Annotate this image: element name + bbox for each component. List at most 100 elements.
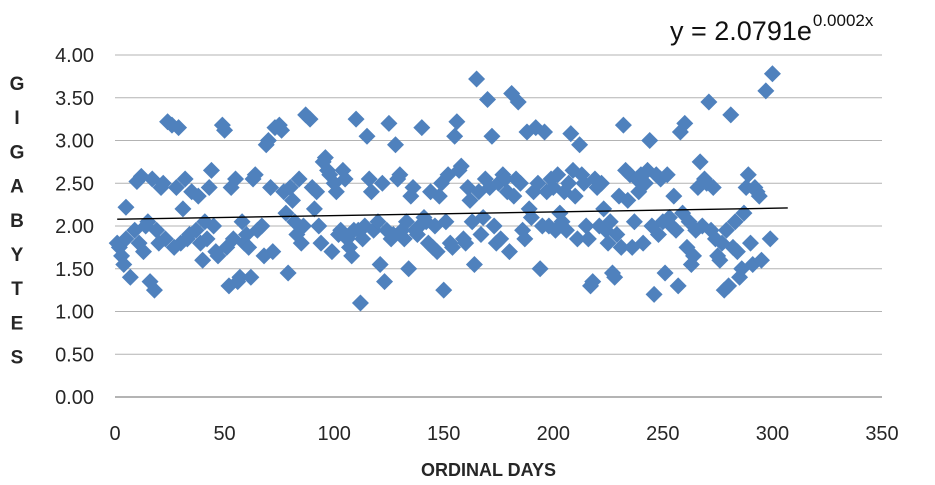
y-axis-label-letter: I	[14, 108, 19, 129]
data-point	[579, 230, 597, 248]
data-point	[606, 268, 624, 286]
data-point	[763, 65, 781, 83]
data-point	[728, 243, 746, 261]
data-point	[231, 268, 249, 286]
data-point	[443, 238, 461, 256]
data-point	[511, 174, 529, 192]
data-point	[676, 114, 694, 132]
data-point	[145, 281, 163, 299]
data-point	[259, 132, 277, 149]
data-point	[323, 243, 341, 261]
data-point	[292, 234, 310, 252]
x-tick-label: 350	[865, 423, 898, 445]
data-point	[369, 213, 387, 231]
data-point	[376, 273, 394, 291]
data-point	[522, 208, 540, 226]
data-point	[264, 243, 282, 261]
data-point	[531, 260, 549, 278]
data-point	[761, 230, 779, 248]
data-point	[362, 183, 380, 201]
y-axis-label-letter: G	[10, 74, 25, 95]
data-point	[562, 125, 580, 143]
data-point	[711, 251, 729, 269]
data-point	[667, 221, 685, 239]
data-point	[536, 123, 554, 141]
data-point	[595, 200, 613, 218]
trendline	[117, 207, 788, 220]
data-point	[308, 183, 326, 201]
data-point	[187, 221, 205, 239]
y-tick-label: 2.00	[55, 216, 94, 238]
data-point	[205, 217, 223, 235]
data-point	[612, 238, 630, 256]
data-point	[592, 174, 610, 192]
x-axis-ticks: 0 50 100 150 200 250 300 350	[109, 423, 898, 445]
data-point	[726, 213, 744, 231]
data-point	[281, 179, 299, 197]
data-point	[360, 170, 378, 188]
data-point	[176, 170, 194, 188]
trendline-equation-base: y = 2.0791e	[670, 16, 812, 46]
data-point	[641, 132, 659, 149]
data-point	[636, 174, 654, 192]
data-point	[242, 268, 260, 286]
data-point	[279, 264, 297, 282]
data-point	[290, 170, 308, 188]
data-point	[704, 179, 722, 197]
data-point	[240, 238, 258, 256]
data-point	[500, 243, 518, 261]
data-point	[645, 285, 663, 303]
x-tick-label: 250	[646, 423, 679, 445]
data-point	[757, 82, 775, 100]
x-tick-label: 300	[756, 423, 789, 445]
data-point	[549, 166, 567, 184]
data-point	[117, 198, 135, 216]
data-point	[584, 273, 602, 291]
data-point	[198, 230, 216, 248]
data-point	[656, 264, 674, 282]
data-point	[485, 217, 503, 235]
data-point	[720, 277, 738, 295]
data-point	[599, 234, 617, 252]
data-point	[619, 191, 637, 209]
gridlines	[115, 54, 882, 355]
data-point	[117, 230, 135, 248]
y-tick-label: 0.00	[55, 387, 94, 409]
data-point	[174, 200, 192, 218]
data-point	[413, 119, 431, 137]
y-tick-label: 4.00	[55, 45, 94, 67]
data-point	[253, 217, 271, 235]
data-point	[148, 221, 166, 239]
data-point	[649, 226, 667, 244]
data-point	[529, 174, 547, 192]
data-point	[273, 121, 291, 139]
data-point	[312, 234, 330, 252]
data-point	[316, 149, 334, 167]
data-point	[246, 166, 264, 184]
data-point	[301, 110, 319, 128]
data-point	[170, 119, 188, 137]
data-point	[284, 191, 302, 209]
data-point	[568, 230, 586, 248]
x-tick-label: 200	[537, 423, 570, 445]
x-tick-label: 100	[317, 423, 350, 445]
data-point	[435, 281, 453, 299]
data-point	[227, 170, 245, 188]
data-point	[669, 277, 687, 295]
data-point	[457, 234, 475, 252]
data-point	[121, 268, 139, 286]
y-tick-label: 3.50	[55, 88, 94, 110]
data-point	[685, 247, 703, 265]
data-point	[154, 174, 172, 192]
trendline-equation: y = 2.0791e 0.0002x	[670, 11, 874, 46]
data-point	[336, 170, 354, 188]
data-point	[373, 174, 391, 192]
y-axis-label-letter: A	[10, 177, 24, 198]
data-point	[479, 90, 497, 108]
y-axis-label-letter: B	[10, 211, 24, 232]
data-point	[391, 166, 409, 184]
data-point	[472, 226, 490, 244]
data-point	[277, 204, 295, 222]
data-point	[387, 136, 405, 154]
